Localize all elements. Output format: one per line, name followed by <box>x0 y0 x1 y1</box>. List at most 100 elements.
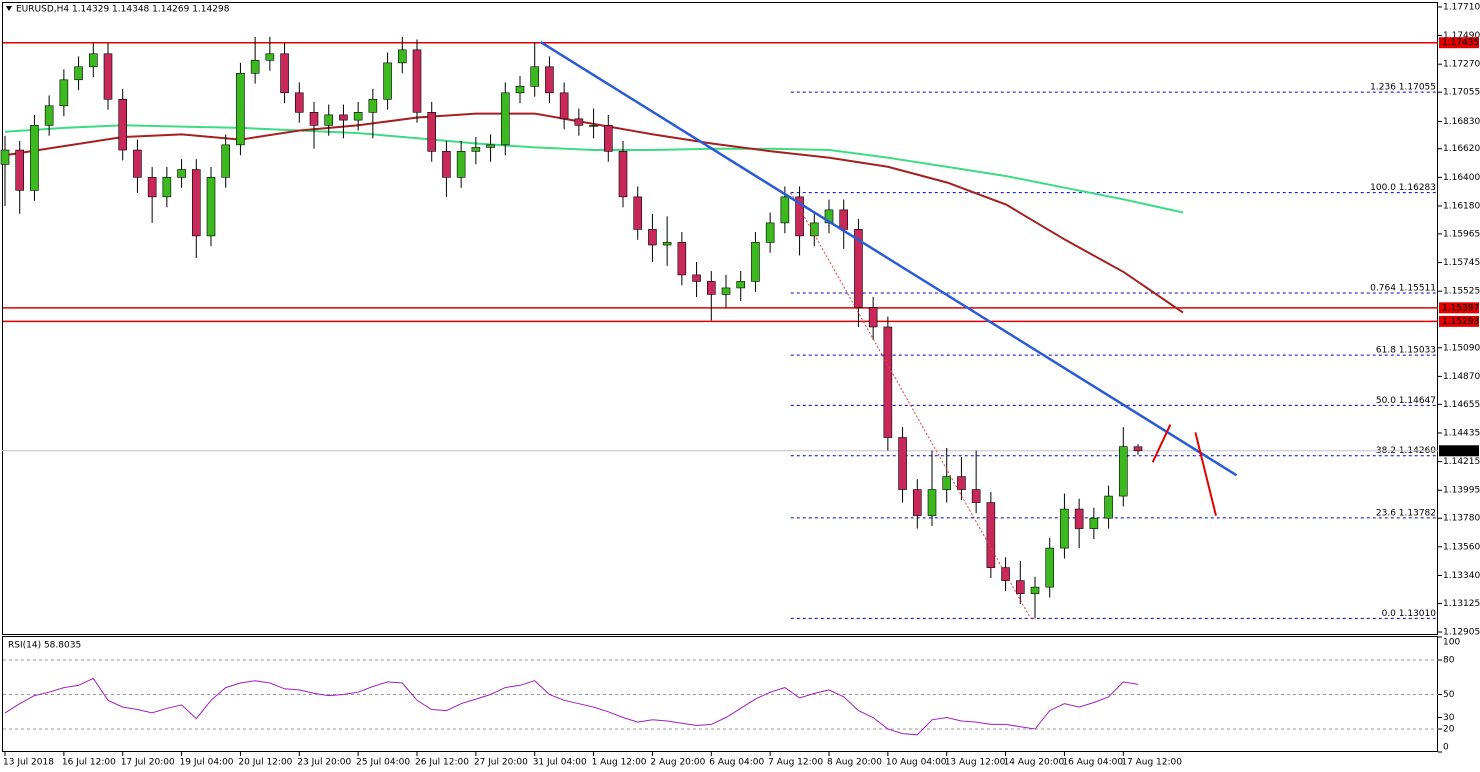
x-tick-label: 31 Jul 04:00 <box>533 758 587 768</box>
x-tick-label: 17 Aug 12:00 <box>1121 758 1182 768</box>
candle-body <box>898 437 907 490</box>
x-tick-label: 10 Aug 04:00 <box>886 758 947 768</box>
x-tick-label: 8 Aug 20:00 <box>827 758 882 768</box>
candle-body <box>530 66 540 87</box>
candle-body <box>44 105 54 126</box>
candle-body <box>0 149 10 165</box>
fib-connector <box>790 192 1032 619</box>
x-tick-label: 20 Jul 12:00 <box>238 758 292 768</box>
rsi-line <box>4 677 1139 736</box>
y-tick-label: 1.17710 <box>1443 2 1480 12</box>
trendline <box>1194 432 1217 516</box>
y-tick-label: 1.12905 <box>1443 628 1480 638</box>
fib-label: 100.0 1.16283 <box>1370 183 1436 193</box>
candle-body <box>1118 446 1128 497</box>
candle-body <box>677 242 687 276</box>
y-tick-label: 30 <box>1443 713 1455 723</box>
candle-body <box>1074 508 1084 529</box>
price-box <box>1439 445 1479 457</box>
y-tick-label: 0 <box>1443 743 1449 753</box>
x-tick-label: 16 Jul 12:00 <box>62 758 116 768</box>
candle-body <box>397 49 407 64</box>
candle-body <box>15 149 25 191</box>
candle-body <box>574 118 584 126</box>
candle-body <box>736 281 746 289</box>
candle-body <box>177 169 186 178</box>
x-tick-label: 16 Aug 04:00 <box>1062 758 1123 768</box>
y-tick-label: 1.14215 <box>1443 457 1480 467</box>
chart-title: EURUSD,H4 1.14329 1.14348 1.14269 1.1429… <box>16 5 230 15</box>
candle-body <box>854 229 863 308</box>
candle-body <box>427 112 437 152</box>
candle-body <box>324 114 334 126</box>
candle-body <box>486 144 495 148</box>
price-label: 1.14298 <box>1442 446 1479 456</box>
candle-body <box>339 114 348 121</box>
x-tick-label: 27 Jul 20:00 <box>474 758 528 768</box>
candle-body <box>927 489 937 516</box>
y-tick-label: 1.16620 <box>1443 144 1480 154</box>
candle-body <box>1133 446 1143 452</box>
x-tick-label: 17 Jul 20:00 <box>121 758 175 768</box>
level-box <box>1439 37 1479 49</box>
y-tick-label: 1.15525 <box>1443 287 1480 297</box>
candle-body <box>942 476 952 490</box>
y-tick-label: 1.15965 <box>1443 229 1480 239</box>
y-tick-label: 1.15090 <box>1443 343 1480 353</box>
candle-body <box>868 307 878 328</box>
candle-body <box>545 66 554 94</box>
candle-body <box>633 196 643 230</box>
fib-label: 50.0 1.14647 <box>1376 396 1436 406</box>
candle-body <box>692 274 701 282</box>
candle-body <box>1045 547 1055 588</box>
candle-body <box>442 151 451 178</box>
x-tick-label: 25 Jul 04:00 <box>356 758 410 768</box>
x-tick-label: 23 Jul 20:00 <box>297 758 351 768</box>
level-box <box>1439 302 1479 314</box>
candle-body <box>353 112 363 121</box>
y-tick-label: 1.17270 <box>1443 60 1480 70</box>
y-tick-label: 1.16400 <box>1443 173 1480 183</box>
y-tick-label: 1.13340 <box>1443 571 1480 581</box>
x-tick-label: 2 Aug 20:00 <box>650 758 705 768</box>
y-tick-label: 50 <box>1443 690 1455 700</box>
candle-body <box>971 489 981 503</box>
y-tick-label: 1.14435 <box>1443 428 1480 438</box>
level-box <box>1439 315 1479 327</box>
candle-body <box>30 125 39 191</box>
candle-body <box>191 169 201 237</box>
moving-average <box>4 112 1184 314</box>
candle-body <box>957 476 966 490</box>
y-tick-label: 1.15745 <box>1443 258 1480 268</box>
fib-label: 61.8 1.15033 <box>1376 346 1436 356</box>
fib-label: 1.236 1.17055 <box>1370 83 1436 93</box>
candle-body <box>603 125 613 152</box>
moving-average <box>4 124 1184 214</box>
candle-body <box>809 222 819 237</box>
x-tick-label: 26 Jul 12:00 <box>415 758 469 768</box>
candle-body <box>839 209 849 230</box>
candle-body <box>412 49 422 113</box>
candle-body <box>765 222 775 243</box>
candle-body <box>515 85 525 94</box>
candle-body <box>986 502 996 568</box>
candle-body <box>133 149 142 178</box>
y-tick-label: 1.13125 <box>1443 599 1480 609</box>
y-tick-label: 1.13560 <box>1443 542 1480 552</box>
candle-body <box>88 53 98 68</box>
candle-body <box>912 489 922 516</box>
level-label: 1.15293 <box>1442 317 1479 327</box>
y-tick-label: 1.14870 <box>1443 372 1480 382</box>
trendline <box>539 41 1238 477</box>
x-tick-label: 13 Jul 2018 <box>3 758 54 768</box>
y-tick-label: 1.14655 <box>1443 400 1480 410</box>
y-tick-label: 1.13995 <box>1443 486 1480 496</box>
y-tick-label: 80 <box>1443 656 1455 666</box>
candle-body <box>1015 580 1025 594</box>
y-tick-label: 1.17490 <box>1443 31 1480 41</box>
candle-body <box>206 177 216 237</box>
candle-body <box>103 53 113 100</box>
candle-body <box>250 59 260 74</box>
candle-body <box>795 196 804 237</box>
